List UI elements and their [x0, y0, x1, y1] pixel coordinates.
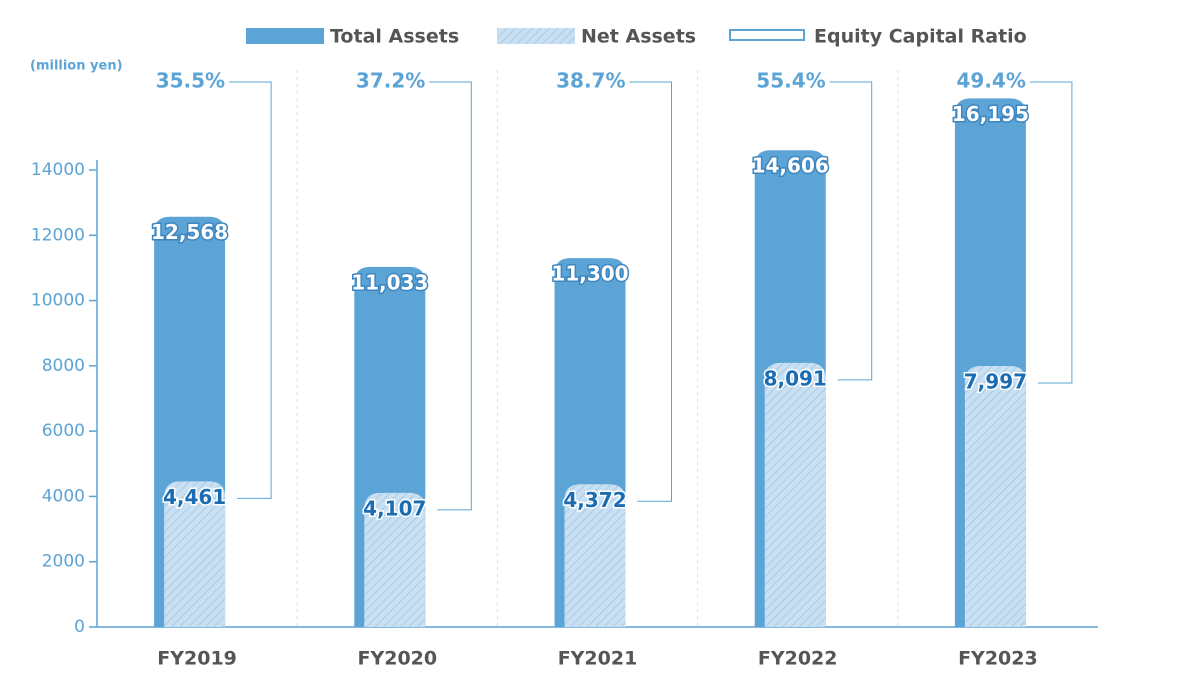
y-tick-label: 4000 — [42, 486, 85, 506]
total-label: 12,568 — [151, 220, 228, 244]
net-label: 7,997 — [964, 369, 1027, 393]
y-tick-label: 12000 — [31, 225, 85, 245]
net-assets-bar — [964, 365, 1026, 627]
total-label: 14,606 — [752, 154, 829, 178]
legend-swatch — [246, 28, 324, 44]
y-tick-label: 8000 — [42, 356, 85, 376]
ratio-label: 35.5% — [156, 69, 225, 93]
x-tick-label: FY2020 — [357, 648, 437, 670]
net-assets-bar — [164, 481, 226, 627]
ratio-label: 38.7% — [556, 69, 625, 93]
y-tick-label: 0 — [74, 617, 85, 637]
x-tick-label: FY2019 — [157, 648, 237, 670]
legend-label: Net Assets — [581, 26, 696, 48]
ratio-connector — [429, 81, 472, 511]
net-label: 4,372 — [563, 488, 626, 512]
ratio-connector — [229, 81, 272, 499]
ratio-label: 37.2% — [356, 69, 425, 93]
ratio-connector — [629, 81, 672, 502]
total-label: 11,033 — [351, 270, 428, 294]
net-label: 4,107 — [363, 496, 426, 520]
ratio-connector — [829, 81, 873, 381]
net-assets-bar — [564, 484, 626, 627]
x-tick-label: FY2023 — [958, 648, 1038, 670]
legend-swatch — [729, 29, 805, 41]
y-axis-label: (million yen) — [30, 59, 123, 74]
y-tick-label: 6000 — [42, 421, 85, 441]
x-tick-label: FY2021 — [558, 648, 638, 670]
ratio-label: 55.4% — [756, 69, 825, 93]
legend-swatch — [497, 28, 575, 44]
legend-label: Equity Capital Ratio — [814, 26, 1027, 48]
total-label: 16,195 — [952, 102, 1029, 126]
net-assets-bar — [364, 492, 426, 627]
legend-label: Total Assets — [330, 26, 459, 48]
ratio-connector — [1029, 81, 1073, 384]
x-tick-label: FY2022 — [758, 648, 838, 670]
net-assets-bar — [764, 362, 826, 627]
y-tick-label: 10000 — [31, 291, 85, 311]
net-label: 4,461 — [163, 485, 226, 509]
ratio-label: 49.4% — [957, 69, 1026, 93]
net-label: 8,091 — [764, 366, 827, 390]
y-tick-label: 2000 — [42, 552, 85, 572]
total-label: 11,300 — [551, 262, 628, 286]
y-tick-label: 14000 — [31, 160, 85, 180]
